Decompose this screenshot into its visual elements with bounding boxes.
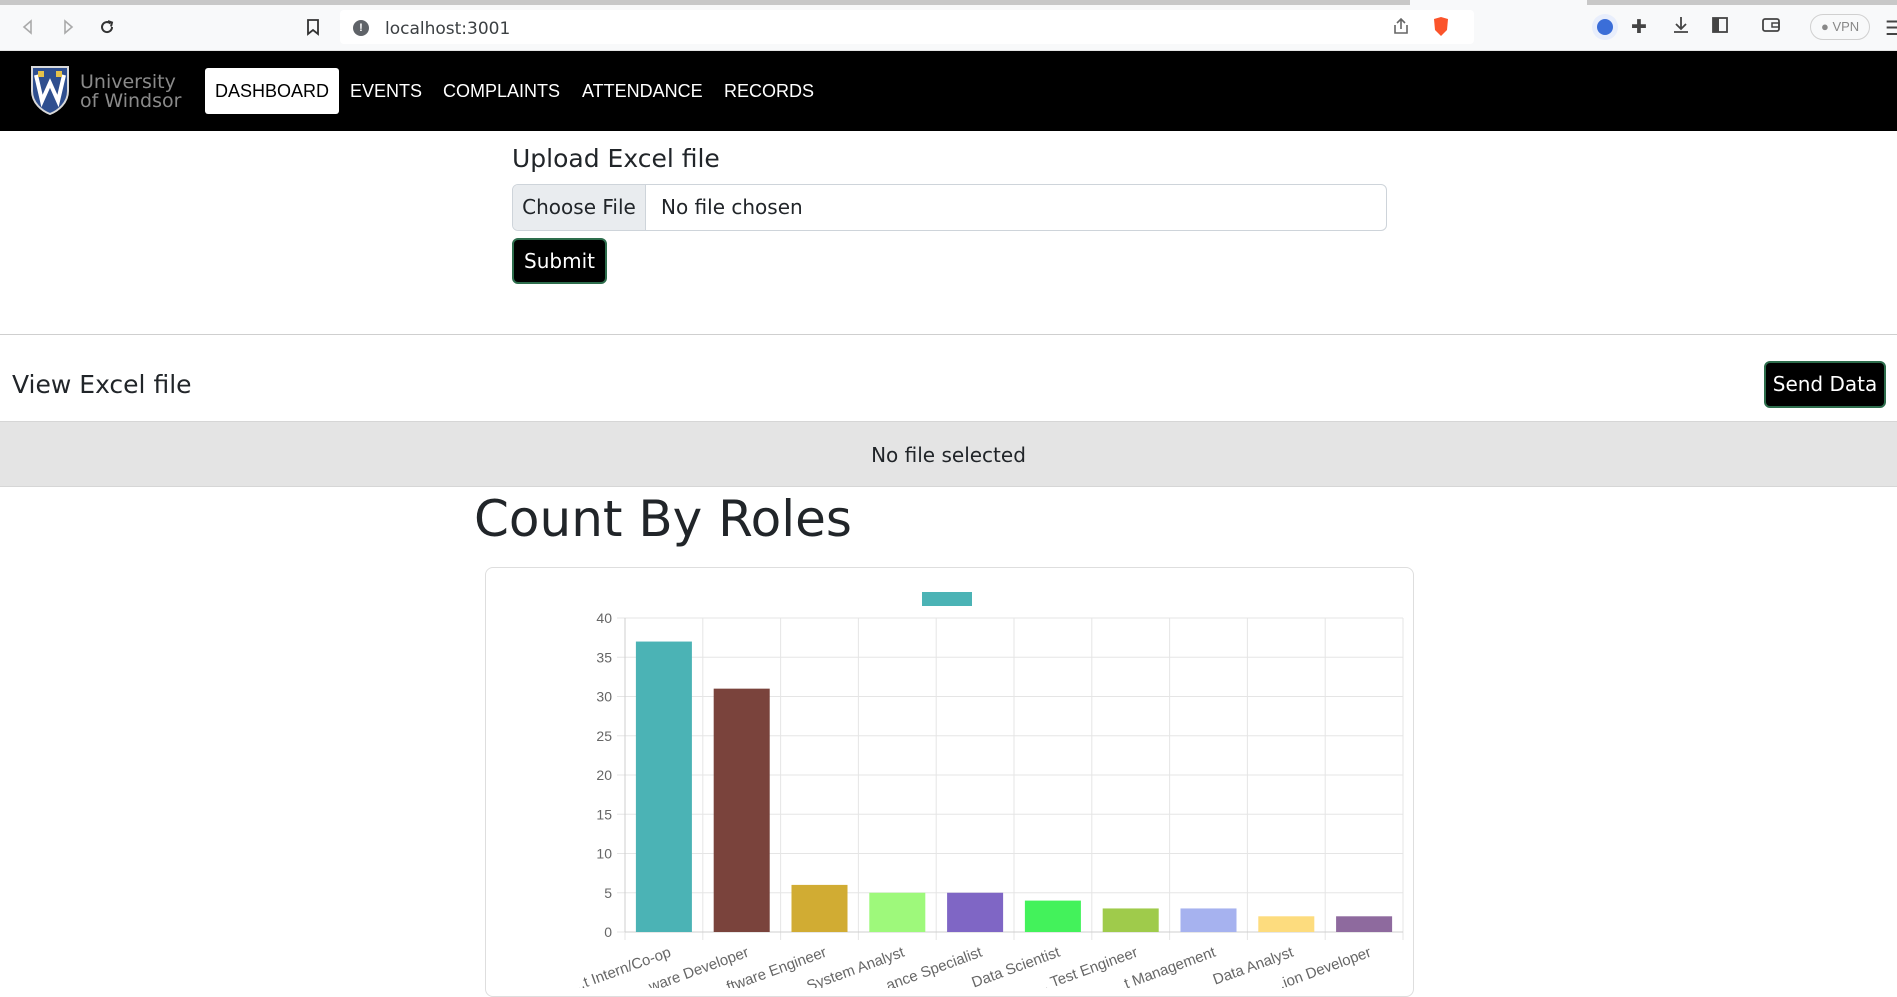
- download-icon[interactable]: [1671, 15, 1691, 40]
- bar[interactable]: [1336, 916, 1393, 932]
- view-title: View Excel file: [12, 370, 192, 399]
- bar[interactable]: [1102, 908, 1159, 932]
- y-tick-label: 25: [596, 728, 612, 744]
- nav-events[interactable]: EVENTS: [350, 81, 423, 101]
- bar[interactable]: [713, 688, 770, 932]
- submit-button[interactable]: Submit: [512, 238, 607, 284]
- legend-swatch: [922, 592, 972, 606]
- nav-attendance[interactable]: ATTENDANCE: [582, 81, 703, 101]
- bar[interactable]: [1258, 916, 1315, 932]
- nav-records[interactable]: RECORDS: [724, 81, 815, 101]
- section-divider: [0, 334, 1897, 335]
- y-tick-label: 5: [604, 885, 612, 901]
- y-tick-label: 30: [596, 689, 612, 705]
- wallet-icon[interactable]: [1761, 16, 1781, 39]
- y-tick-label: 15: [596, 806, 612, 822]
- nav-dashboard[interactable]: DASHBOARD: [205, 68, 339, 114]
- vpn-button[interactable]: ● VPN: [1810, 14, 1871, 40]
- y-tick-label: 20: [596, 767, 612, 783]
- logo-line-1: University: [80, 71, 176, 93]
- chart-card: 0 5 10 15 20 25 30 35 40 ...t Intern/Co-op ...ware…: [485, 567, 1414, 997]
- vpn-label: VPN: [1832, 19, 1860, 34]
- bar[interactable]: [1180, 908, 1237, 932]
- forward-icon[interactable]: [54, 13, 82, 41]
- back-icon[interactable]: [14, 13, 42, 41]
- reload-icon[interactable]: [93, 13, 121, 41]
- y-tick-label: 40: [596, 610, 612, 626]
- file-input[interactable]: Choose File No file chosen: [512, 184, 1387, 231]
- url-text[interactable]: localhost:3001: [385, 19, 511, 39]
- bar[interactable]: [1024, 900, 1081, 932]
- university-shield-icon[interactable]: [30, 65, 70, 116]
- bar[interactable]: [947, 892, 1004, 932]
- no-file-text: No file selected: [871, 443, 1026, 467]
- file-status: No file chosen: [661, 195, 803, 219]
- browser-toolbar: ! localhost:3001 ✚ ● VPN ☰: [0, 0, 1897, 51]
- puzzle-icon[interactable]: ✚: [1631, 17, 1647, 38]
- university-logo-text[interactable]: University of Windsor: [80, 73, 181, 111]
- bar[interactable]: [869, 892, 926, 932]
- bar[interactable]: [791, 884, 848, 932]
- sidebar-icon[interactable]: [1711, 16, 1729, 39]
- top-navbar: University of Windsor DASHBOARD EVENTS C…: [0, 51, 1897, 131]
- extension-icon[interactable]: [1592, 14, 1618, 40]
- share-icon[interactable]: [1391, 17, 1411, 42]
- tab-strip[interactable]: [0, 0, 1410, 5]
- y-tick-label: 10: [596, 846, 612, 862]
- address-bar[interactable]: ! localhost:3001: [340, 10, 1474, 44]
- menu-icon[interactable]: ☰: [1885, 18, 1897, 40]
- y-tick-label: 35: [596, 649, 612, 665]
- y-tick-label: 0: [604, 924, 612, 940]
- extensions-area: ✚: [1587, 10, 1897, 44]
- upload-title: Upload Excel file: [512, 144, 720, 173]
- logo-line-2: of Windsor: [80, 90, 182, 112]
- brave-shield-icon[interactable]: [1431, 16, 1451, 43]
- tab-strip-extension: [1587, 0, 1897, 5]
- nav-complaints[interactable]: COMPLAINTS: [443, 81, 561, 101]
- bookmark-icon[interactable]: [299, 13, 327, 41]
- chart-title: Count By Roles: [474, 490, 852, 548]
- file-preview-area: No file selected: [0, 421, 1897, 487]
- choose-file-button[interactable]: Choose File: [513, 185, 646, 230]
- bar[interactable]: [635, 641, 692, 932]
- site-info-icon[interactable]: !: [353, 20, 369, 36]
- send-data-button[interactable]: Send Data: [1764, 361, 1886, 408]
